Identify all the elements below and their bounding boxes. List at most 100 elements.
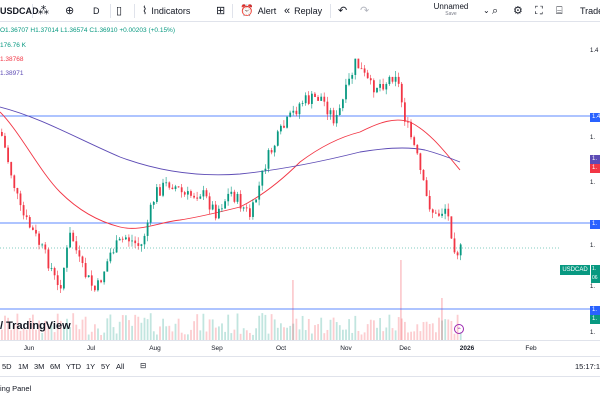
volume-bar (428, 323, 431, 340)
volume-bar (84, 316, 87, 340)
candle (261, 170, 264, 186)
date-range-calendar-icon[interactable]: ⊟ (140, 361, 147, 370)
candle (410, 121, 412, 138)
price-chart[interactable] (0, 22, 600, 342)
candle (177, 186, 180, 188)
volume-bar (286, 327, 288, 340)
candle (295, 110, 298, 115)
volume-bar (66, 318, 68, 340)
range-button-all[interactable]: All (116, 362, 125, 371)
volume-bar (351, 332, 354, 340)
candle (56, 275, 59, 286)
candle (435, 212, 437, 214)
price-scale-label: 1. (590, 284, 596, 290)
candle (276, 131, 279, 146)
volume-bar (211, 319, 214, 340)
range-button-5y[interactable]: 5Y (101, 362, 111, 371)
events-icon[interactable]: ⌁ (454, 324, 464, 334)
redo-icon[interactable]: ↷ (360, 4, 370, 17)
candle (298, 103, 301, 115)
volume-bar (187, 334, 189, 340)
volume-bar (382, 331, 385, 340)
candle (16, 188, 19, 194)
volume-bar (289, 325, 292, 340)
volume-bar (450, 320, 453, 340)
indicators-button[interactable]: ⌇ Indicators (142, 0, 190, 22)
volume-bar (270, 314, 273, 340)
candle (78, 250, 81, 257)
volume-bar (276, 327, 279, 340)
undo-icon[interactable]: ↶ (338, 4, 348, 17)
volume-bar (159, 326, 161, 340)
templates-icon[interactable]: ⊞ (216, 4, 226, 17)
volume-bar (199, 330, 202, 340)
fullscreen-icon[interactable]: ⛶ (535, 4, 543, 17)
range-button-5d[interactable]: 5D (2, 362, 12, 371)
volume-bar (156, 334, 158, 340)
candle (345, 84, 347, 100)
toolbar-divider (110, 4, 111, 18)
time-tick-label: Oct (275, 345, 287, 352)
time-axis[interactable]: Jun Jul Aug Sep Oct Nov Dec 2026 Feb (0, 340, 600, 356)
candle (66, 247, 68, 268)
range-button-3m[interactable]: 3M (34, 362, 45, 371)
candle (63, 267, 65, 289)
time-tick-label: Nov (340, 345, 352, 352)
candle (152, 201, 155, 205)
volume-bar (311, 333, 313, 340)
range-button-6m[interactable]: 6M (50, 362, 61, 371)
range-button-1y[interactable]: 1Y (86, 362, 96, 371)
volume-bar (152, 331, 155, 340)
quick-search-icon[interactable]: ⌕ (492, 4, 499, 17)
chart-pane[interactable]: O1.36707 H1.37014 L1.36574 C1.36910 +0.0… (0, 22, 600, 342)
candle (205, 190, 208, 197)
symbol-search[interactable]: USDCAD (0, 0, 39, 22)
candle (255, 199, 257, 203)
toolbar-divider (134, 4, 135, 18)
price-scale-label: 1. (590, 164, 600, 173)
volume-bar (72, 313, 75, 340)
range-button-1m[interactable]: 1M (18, 362, 29, 371)
volume-bar (146, 319, 149, 340)
volume-bar (332, 317, 335, 340)
ma-red-line[interactable] (0, 111, 461, 229)
candle (168, 182, 171, 188)
bar-style-icon[interactable]: ▯ (116, 4, 123, 17)
range-button-ytd[interactable]: YTD (66, 362, 81, 371)
candle (156, 187, 158, 202)
candle (329, 110, 332, 115)
settings-gear-icon[interactable]: ⚙ (513, 4, 523, 17)
volume-bar (230, 333, 233, 340)
volume-bar (50, 325, 53, 340)
volume-bar (447, 319, 450, 340)
layout-dropdown-icon[interactable]: ⌄ (483, 6, 490, 15)
bar-countdown: 06 (592, 275, 598, 281)
layout-name-button[interactable]: Unnamed Save (420, 2, 482, 20)
add-symbol-icon[interactable]: ⊕ (65, 4, 75, 17)
candle (379, 84, 381, 88)
candle (146, 222, 149, 236)
interval-button[interactable]: D (93, 0, 100, 22)
utc-clock[interactable]: 15:17:1 (574, 362, 600, 371)
candle (267, 150, 270, 169)
candle (208, 196, 211, 210)
ma-purple-line[interactable] (0, 106, 461, 176)
volume-bar (295, 318, 298, 340)
replay-button[interactable]: « Replay (284, 0, 322, 22)
alert-button[interactable]: ⏰ Alert (240, 0, 276, 22)
volume-bar (416, 324, 419, 340)
trading-panel-tab[interactable]: ing Panel (0, 384, 32, 393)
volume-bar (348, 319, 350, 340)
volume-bar (422, 322, 425, 340)
snapshot-camera-icon[interactable]: ⌸ (556, 4, 563, 17)
volume-bar (202, 313, 205, 340)
volume-bar (78, 329, 81, 340)
compare-icon[interactable]: ⁂ (38, 4, 49, 17)
candle (338, 108, 341, 115)
trade-button[interactable]: Trade (580, 0, 600, 22)
volume-bar (314, 325, 316, 340)
volume-bar (397, 317, 400, 340)
candle (273, 145, 276, 153)
candle (87, 275, 90, 278)
volume-bar (435, 332, 437, 340)
